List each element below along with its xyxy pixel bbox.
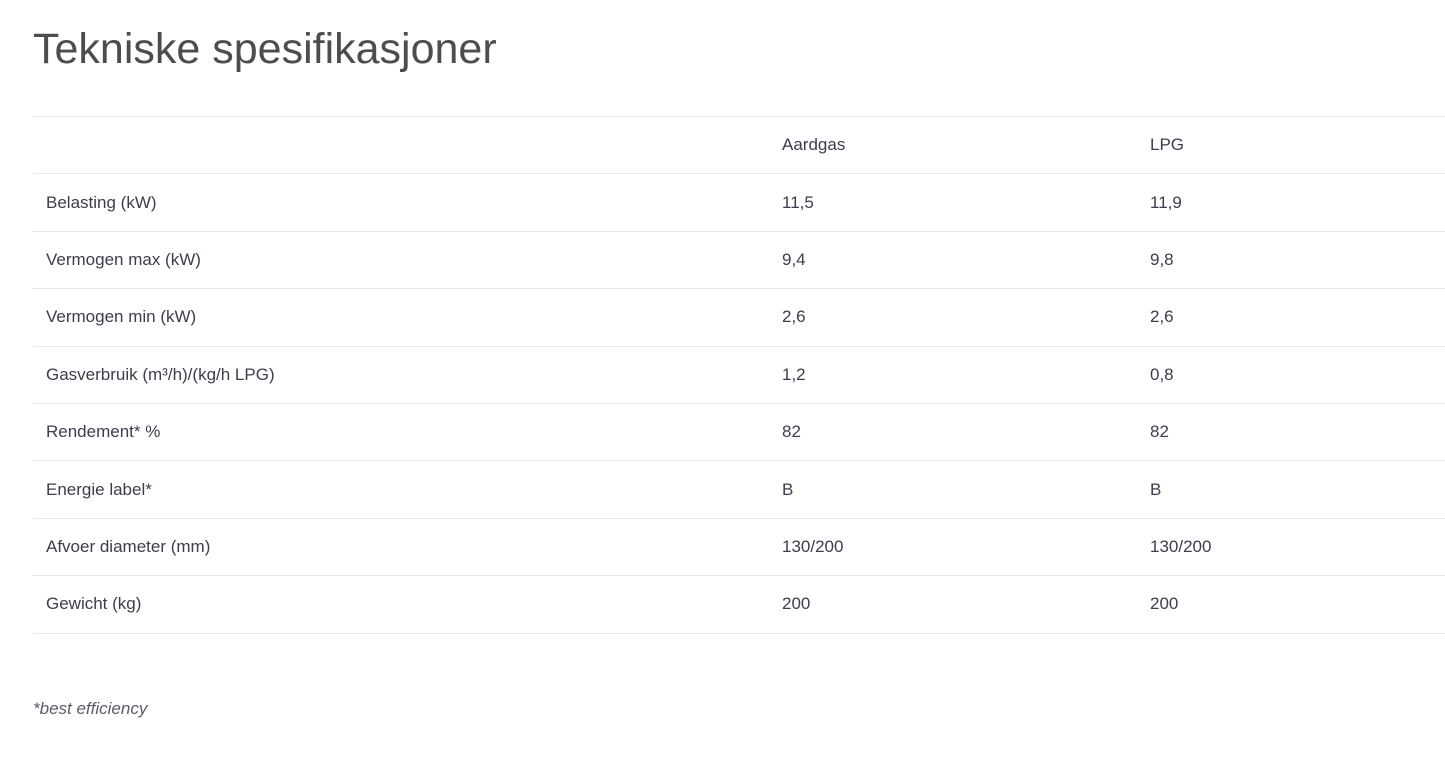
svg-text:Tekniske spesifikasjoner: Tekniske spesifikasjoner xyxy=(33,25,497,73)
